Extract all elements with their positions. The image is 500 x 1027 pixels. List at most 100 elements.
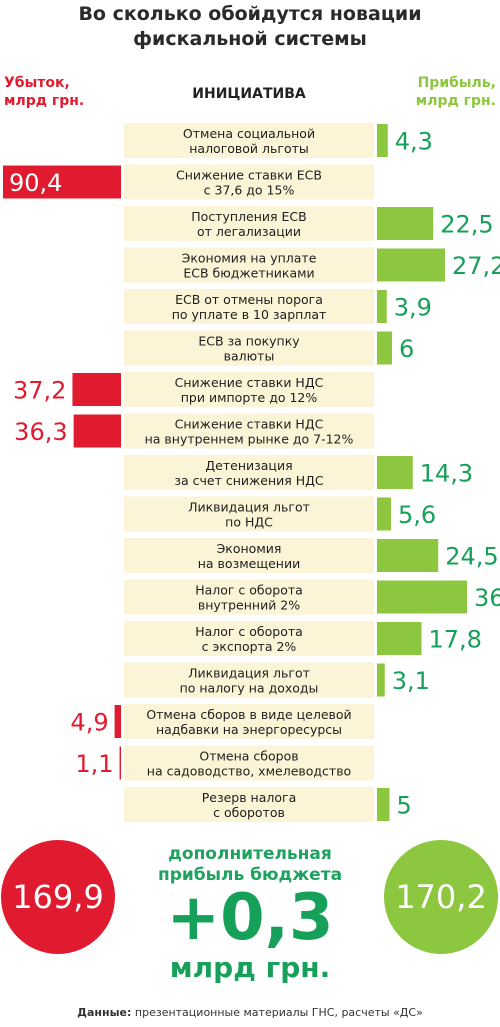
initiative-label: от легализации [197,224,301,239]
profit-bar [377,248,445,282]
profit-value-label: 22,5 [440,211,493,239]
profit-bar [377,456,413,489]
source-text: презентационные материалы ГНС, расчеты «… [131,1006,423,1019]
profit-value-label: 4,3 [395,128,433,156]
loss-legend-line2: млрд грн. [4,93,85,109]
initiative-label-box [124,413,374,449]
profit-value-label: 17,8 [429,626,482,654]
initiative-label-box [124,496,374,532]
profit-value-label: 3,1 [392,667,430,695]
initiative-label: внутренний 2% [198,598,300,613]
initiative-label-box [124,579,374,615]
profit-bar [377,788,390,821]
loss-bar [3,165,121,199]
profit-bar [377,539,439,572]
initiative-label: на внутреннем рынке до 7-12% [145,432,354,447]
initiative-label: с оборотов [213,805,285,820]
initiative-label-box [124,330,374,366]
loss-value-label: 90,4 [9,169,62,197]
chart-title-line2: фискальной системы [133,28,367,50]
initiative-label-box [124,787,374,822]
initiative-label: на возмещении [198,556,300,571]
profit-value-label: 27,2 [452,252,500,280]
initiative-label: Снижение ставки ЕСВ [176,168,322,183]
source-note: Данные: презентационные материалы ГНС, р… [0,1006,500,1019]
loss-bar [114,705,121,738]
profit-value-label: 5,6 [398,501,436,529]
initiative-label: валюты [224,349,275,364]
initiative-label: ЕСВ за покупку [198,334,300,349]
initiative-label: Экономия [217,541,282,556]
total-loss-circle: 169,9 [1,840,115,954]
loss-value-label: 1,1 [75,750,113,778]
profit-bar [377,124,388,157]
summary-caption-line1: дополнительная [168,844,332,864]
initiative-label: Ликвидация льгот [188,666,310,681]
initiative-label-box [124,247,374,283]
chart-title: Во сколько обойдутся новации фискальной … [0,2,500,52]
summary-caption-line2: прибыль бюджета [157,865,343,885]
initiative-label-box [124,123,374,158]
initiative-label-box [124,206,374,241]
initiative-label-box [124,662,374,698]
initiative-label: Снижение ставки НДС [175,375,324,390]
profit-bar [377,497,391,531]
initiative-label: по налогу на доходы [180,681,319,696]
initiative-label: на садоводство, хмелеводство [147,764,351,779]
initiative-label-box [124,289,374,324]
summary-value: +0,3 [166,881,334,955]
initiative-label: с 37,6 до 15% [204,183,295,198]
loss-legend: Убыток, млрд грн. [4,74,84,110]
initiative-label: ЕСВ бюджетниками [183,266,314,281]
initiative-label: по уплате в 10 зарплат [172,307,327,322]
profit-bar [377,207,434,240]
profit-bar [377,290,387,323]
initiative-label: за счет снижения НДС [174,473,324,488]
initiative-label: Снижение ставки НДС [175,417,324,432]
source-label: Данные: [77,1006,132,1019]
initiative-label: с экспорта 2% [202,639,297,654]
profit-value-label: 14,3 [420,460,473,488]
initiative-label: Резерв налога [202,790,297,805]
initiative-label: Налог с оборота [195,583,303,598]
profit-value-label: 3,9 [394,294,432,322]
profit-bar [377,622,422,655]
initiative-label-box [124,372,374,407]
initiative-label-box [124,164,374,200]
initiative-label: Отмена сборов в виде целевой [146,707,351,722]
profit-value-label: 6 [399,335,414,363]
initiative-label-box [124,538,374,573]
profit-value-label: 24,5 [445,543,498,571]
initiative-label-box [124,455,374,490]
loss-bar [72,373,121,406]
initiative-label: Детенизация [205,458,292,473]
initiative-label: при импорте до 12% [181,390,318,405]
loss-legend-line1: Убыток, [4,75,70,91]
profit-legend: Прибыль, млрд грн. [416,74,496,110]
profit-bar [377,331,392,365]
loss-bar [73,414,121,448]
total-profit-circle: 170,2 [384,840,498,954]
loss-value-label: 37,2 [13,377,66,405]
initiative-label: налоговой льготы [189,141,309,156]
initiative-label: по НДС [225,515,273,530]
initiative-label: надбавки на энергоресурсы [156,722,342,737]
initiative-label: Отмена сборов [199,749,298,764]
initiative-label: Ликвидация льгот [188,500,310,515]
initiative-column-header: ИНИЦИАТИВА [192,86,306,102]
chart-title-line1: Во сколько обойдутся новации [78,3,422,25]
loss-value-label: 36,3 [14,418,67,446]
profit-value-label: 36 [474,584,500,612]
initiative-label: ЕСВ от отмены порога [175,292,323,307]
initiative-label: Поступления ЕСВ [191,209,306,224]
initiative-label-box [124,704,374,739]
initiative-label: Налог с оборота [195,624,303,639]
profit-bar [377,580,467,614]
summary-caption: дополнительная прибыль бюджета [130,844,370,886]
summary-unit: млрд грн. [169,951,331,984]
profit-value-label: 5 [397,792,412,820]
loss-value-label: 4,9 [70,709,108,737]
loss-bar [119,746,121,780]
profit-bar [377,663,385,697]
